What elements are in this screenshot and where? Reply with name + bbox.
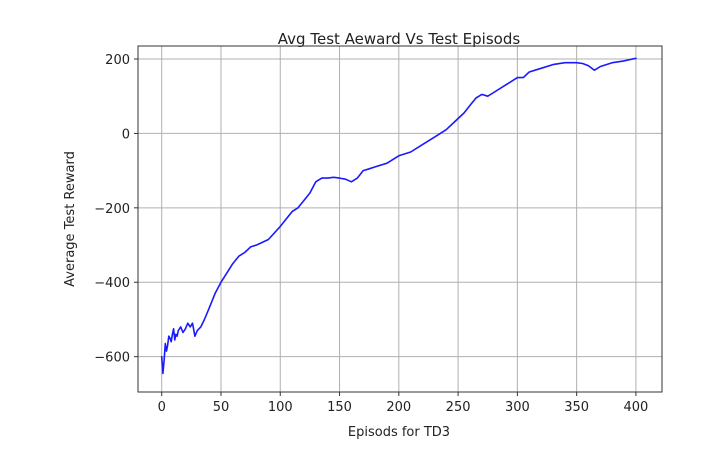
x-tick-label: 300 xyxy=(505,400,530,415)
axis-ticks: 0 50 100 150 200 250 300 350 400 −600 −400 −200 0 200 xyxy=(94,53,648,415)
y-axis-label: Average Test Reward xyxy=(63,151,78,287)
plot-area-frame xyxy=(137,45,663,393)
x-tick-label: 50 xyxy=(213,400,230,415)
y-tick-label: −400 xyxy=(94,276,130,291)
grid-lines xyxy=(138,46,662,392)
y-tick-label: −600 xyxy=(94,351,130,366)
x-tick-label: 350 xyxy=(564,400,589,415)
x-axis-label: Episods for TD3 xyxy=(348,425,450,440)
chart-title: Avg Test Aeward Vs Test Episods xyxy=(278,30,521,48)
x-tick-label: 0 xyxy=(158,400,166,415)
y-tick-label: −200 xyxy=(94,202,130,217)
y-tick-label: 200 xyxy=(105,53,130,68)
series-layer xyxy=(160,57,637,375)
x-tick-label: 250 xyxy=(446,400,471,415)
series-line xyxy=(160,57,637,375)
x-tick-label: 150 xyxy=(327,400,352,415)
y-tick-label: 0 xyxy=(122,127,130,142)
x-tick-label: 100 xyxy=(268,400,293,415)
x-tick-label: 200 xyxy=(386,400,411,415)
x-tick-label: 400 xyxy=(624,400,649,415)
